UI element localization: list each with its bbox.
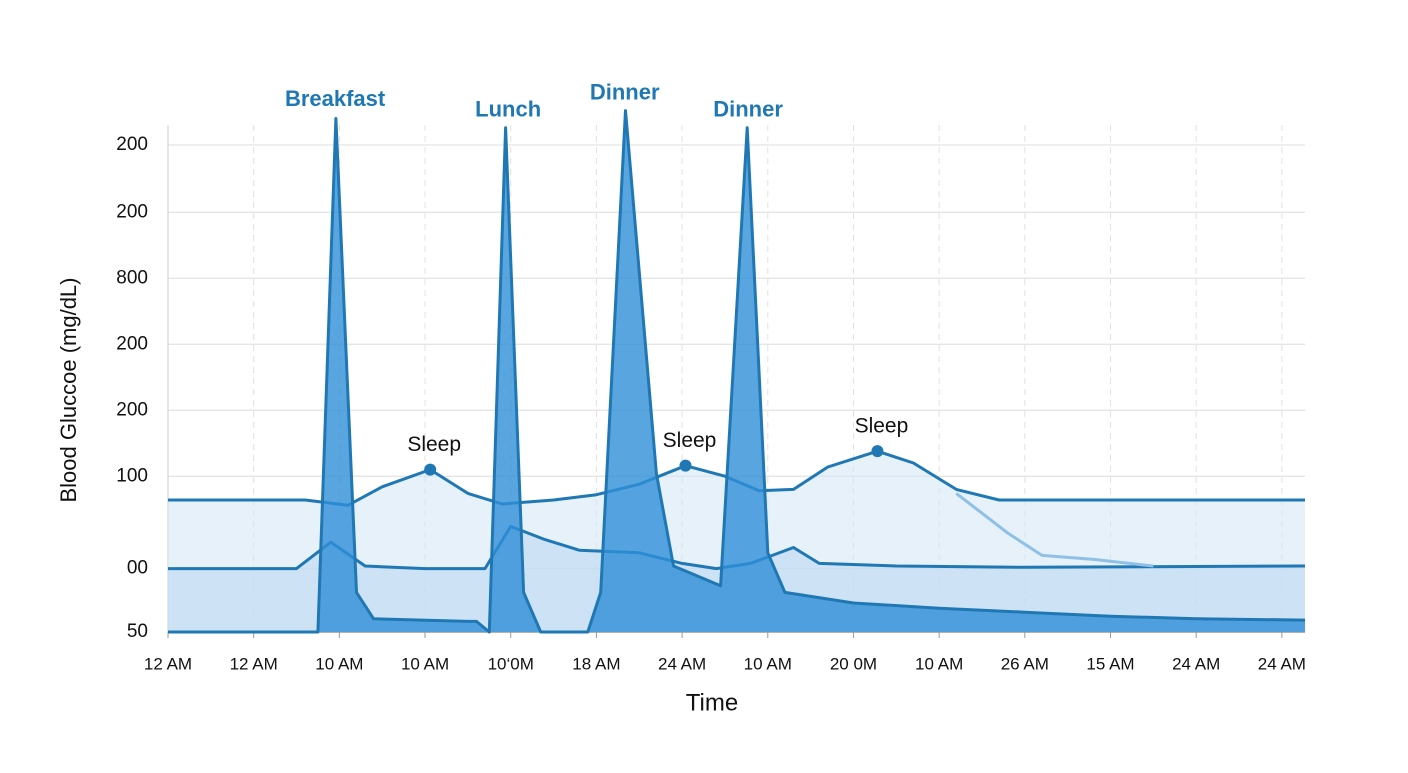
x-tick-label: 10 AM — [744, 654, 792, 673]
x-tick-label: 10 AM — [315, 654, 363, 673]
x-tick-label: 10‘0M — [488, 654, 534, 673]
annotation-label: Dinner — [590, 79, 660, 104]
x-tick-label: 10 AM — [915, 654, 963, 673]
y-tick-label: 200 — [116, 134, 148, 155]
y-tick-label: 100 — [116, 465, 148, 486]
y-tick-label: 800 — [116, 267, 148, 288]
annotation-point — [871, 445, 884, 458]
line — [168, 109, 1306, 634]
y-tick-label: 200 — [116, 333, 148, 354]
x-tick-label: 12 AM — [230, 654, 278, 673]
x-tick-label: 12 AM — [144, 654, 192, 673]
line — [955, 492, 1154, 568]
x-tick-label: 26 AM — [1001, 654, 1049, 673]
x-tick-label: 20 0M — [830, 654, 877, 673]
y-tick-label: 200 — [116, 201, 148, 222]
annotation-label: Sleep — [407, 433, 461, 456]
annotation-label: Sleep — [855, 415, 909, 438]
annotation-label: Breakfast — [285, 86, 386, 111]
x-tick-label: 18 AM — [572, 654, 620, 673]
x-tick-label: 15 AM — [1086, 654, 1134, 673]
y-tick-label: 200 — [116, 399, 148, 420]
x-tick-label: 10 AM — [401, 654, 449, 673]
x-tick-label: 24 AM — [1258, 654, 1306, 673]
y-axis-label: Blood Gluccoe (mg/dL) — [56, 278, 81, 503]
annotation-point — [424, 463, 437, 476]
line — [168, 449, 1305, 507]
annotation-label: Sleep — [663, 429, 717, 452]
y-tick-label: 00 — [127, 558, 148, 579]
x-tick-label: 24 AM — [658, 654, 706, 673]
y-tick-label: 50 — [127, 621, 148, 642]
area — [168, 110, 1305, 633]
annotation-label: Lunch — [475, 96, 541, 121]
x-tick-label: 24 AM — [1172, 654, 1220, 673]
annotation-label: Dinner — [713, 96, 783, 121]
x-axis-label: Time — [686, 689, 738, 716]
annotation-point — [679, 459, 692, 472]
